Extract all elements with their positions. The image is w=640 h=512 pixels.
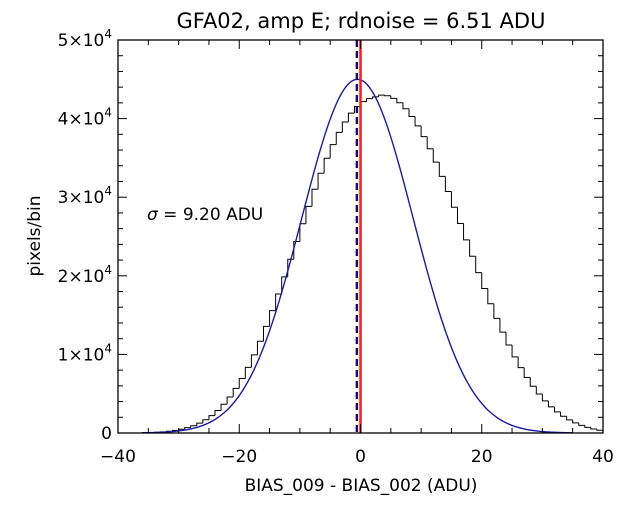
- histogram-bin: [269, 310, 276, 327]
- chart-title: GFA02, amp E; rdnoise = 6.51 ADU: [177, 9, 546, 33]
- histogram-bin: [547, 400, 555, 408]
- histogram-bin: [572, 419, 579, 424]
- x-axis-label: BIAS_009 - BIAS_002 (ADU): [245, 476, 478, 496]
- histogram-bin: [208, 415, 215, 420]
- y-tick-exponent: 4: [104, 106, 112, 120]
- histogram-bin: [493, 303, 500, 319]
- histogram-bin: [426, 136, 434, 150]
- histogram-bin: [511, 345, 519, 358]
- histogram-bin: [566, 416, 573, 421]
- y-tick-label: 1×104: [58, 341, 112, 365]
- histogram-bin: [517, 356, 525, 369]
- histogram-bin: [256, 340, 264, 355]
- y-tick-mantissa: 2×10: [58, 267, 105, 287]
- x-tick-label: 20: [471, 447, 493, 467]
- histogram-bin: [438, 162, 446, 177]
- histogram-bin: [238, 378, 246, 389]
- y-tick-exponent: 4: [104, 184, 112, 198]
- y-tick-exponent: 4: [104, 263, 112, 277]
- x-axis: −40 −20 0 20 40: [100, 40, 614, 467]
- histogram-bin: [469, 239, 476, 257]
- histogram-bin: [317, 172, 325, 190]
- histogram-bars: [141, 94, 604, 434]
- y-axis-label: pixels/bin: [25, 195, 45, 276]
- x-tick-label: −40: [100, 447, 136, 467]
- histogram-bin: [420, 125, 428, 138]
- y-tick-exponent: 4: [104, 341, 112, 355]
- histogram-bin: [523, 367, 531, 379]
- histogram-bin: [408, 108, 416, 117]
- y-tick-mantissa: 3×10: [58, 188, 105, 208]
- y-tick-mantissa: 1×10: [58, 345, 105, 365]
- histogram-bin: [190, 425, 197, 428]
- histogram-bin: [226, 396, 234, 405]
- histogram-bin: [372, 96, 379, 99]
- histogram-bin: [366, 98, 373, 102]
- histogram-bin: [535, 386, 543, 395]
- y-tick-exponent: 4: [104, 27, 112, 41]
- histogram-bin: [541, 394, 549, 402]
- y-tick-label: 5×104: [58, 27, 112, 51]
- histogram-bin: [554, 406, 561, 413]
- y-tick-label: 4×104: [58, 106, 112, 130]
- histogram-bin: [220, 403, 228, 411]
- x-tick-label: −20: [221, 447, 257, 467]
- reference-lines: [355, 40, 362, 433]
- histogram-bin: [275, 293, 282, 311]
- histogram-bin: [444, 176, 452, 192]
- histogram-bin: [432, 148, 440, 163]
- y-tick-label: 2×104: [58, 263, 112, 287]
- histogram-bin: [250, 354, 258, 368]
- histogram-bin: [299, 223, 306, 242]
- histogram-bin: [202, 419, 209, 424]
- histogram-bin: [578, 422, 585, 426]
- histogram-bin: [305, 205, 312, 224]
- histogram-bin: [232, 387, 240, 398]
- histogram-bin: [329, 144, 337, 159]
- histogram-bin: [378, 94, 385, 97]
- y-tick-label: 3×104: [58, 184, 112, 208]
- histogram-bin: [481, 272, 488, 289]
- histogram-bin: [457, 207, 464, 224]
- sigma-annotation: σ = 9.20 ADU: [147, 205, 263, 225]
- histogram-bin: [590, 427, 597, 430]
- histogram-bin: [390, 95, 397, 99]
- histogram-bin: [487, 288, 494, 305]
- histogram-bin: [311, 188, 319, 207]
- histogram-bin: [529, 377, 537, 387]
- histogram-bin: [341, 121, 349, 133]
- y-tick-mantissa: 0: [101, 424, 112, 444]
- histogram-bin: [335, 131, 343, 145]
- histogram-bin: [323, 157, 331, 174]
- histogram-bin: [184, 427, 191, 430]
- histogram-bin: [475, 256, 482, 274]
- histogram-bin: [414, 116, 422, 127]
- histogram-bin: [505, 332, 513, 346]
- sigma-value: = 9.20 ADU: [158, 205, 263, 225]
- histogram-bin: [384, 95, 391, 97]
- histogram-bin: [584, 425, 591, 428]
- y-tick-mantissa: 4×10: [58, 110, 105, 130]
- y-tick-mantissa: 5×10: [58, 31, 105, 51]
- histogram-bin: [463, 223, 470, 241]
- histogram-bin: [560, 411, 567, 417]
- sigma-symbol: σ: [147, 205, 159, 225]
- histogram-bin: [396, 98, 403, 104]
- x-tick-label: 40: [592, 447, 614, 467]
- histogram-bin: [263, 325, 270, 342]
- histogram-bin: [499, 318, 506, 333]
- histogram-bin: [353, 105, 361, 114]
- histogram-bin: [196, 422, 203, 426]
- y-tick-label: 0: [101, 424, 112, 444]
- histogram-bin: [402, 102, 409, 110]
- histogram-bin: [450, 191, 458, 208]
- histogram-bin: [347, 112, 355, 123]
- histogram-bin: [293, 241, 300, 260]
- x-tick-label: 0: [355, 447, 366, 467]
- histogram-bin: [244, 366, 252, 379]
- histogram-bin: [214, 410, 222, 416]
